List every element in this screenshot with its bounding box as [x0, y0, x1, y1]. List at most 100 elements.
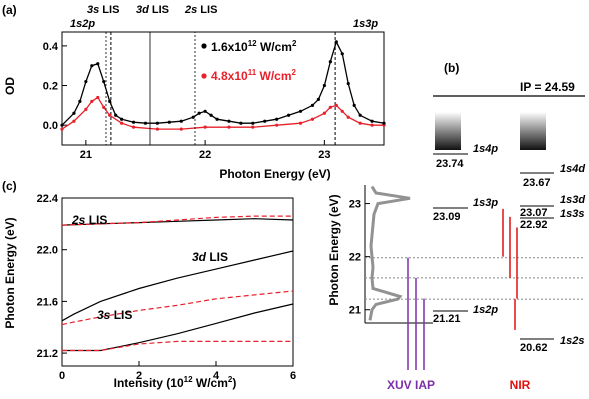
panel-c-ytick-label: 21.6 — [37, 296, 58, 308]
series-point — [346, 115, 350, 119]
series-point — [298, 121, 303, 125]
curve-label-3s: 3s LIS — [97, 308, 132, 322]
level-value-1s4p: 23.74 — [436, 158, 464, 170]
panel-c-xtick-label: 6 — [290, 370, 296, 382]
level-value-1s2s: 20.62 — [520, 342, 548, 354]
shift-curve — [61, 250, 294, 322]
series-point — [215, 117, 219, 121]
level-state-1s3p: 1s3p — [473, 197, 498, 209]
shift-curve — [61, 215, 293, 226]
xuv-iap-label: XUV IAP — [387, 378, 435, 392]
panel-c-xtick-label: 2 — [136, 370, 142, 382]
series-point — [120, 117, 124, 121]
lis-box-3s — [105, 31, 151, 146]
series-point — [96, 95, 100, 100]
level-value-1s4d: 23.67 — [523, 177, 551, 189]
panel-c-ytick-label: 22.0 — [37, 245, 58, 257]
panel-a-label: (a) — [2, 3, 17, 17]
panel-c-ylabel: Photon Energy (eV) — [3, 217, 17, 328]
panel-c: (c) Photon Energy (eV) Intensity (1012 W… — [2, 179, 296, 390]
panel-a-ylabel: OD — [3, 77, 17, 95]
series-point — [251, 121, 255, 125]
panel-c-frame — [61, 197, 294, 367]
series-point — [203, 125, 207, 129]
series-point — [96, 62, 100, 66]
series-point — [298, 109, 303, 113]
series-point — [227, 119, 231, 123]
level-value-1s3s: 22.92 — [520, 219, 548, 231]
series-point — [108, 113, 112, 117]
series-point — [227, 125, 231, 129]
series-point — [334, 40, 338, 44]
series-point — [191, 115, 195, 119]
series-point — [114, 113, 118, 117]
series-point — [203, 109, 207, 113]
series-point — [370, 123, 374, 127]
series-point — [275, 117, 279, 121]
panel-a-plot-area: 21 22 23 0.0 0.2 0.4 — [43, 31, 386, 161]
series-point — [72, 119, 76, 123]
panel-b-ytick-label: 22 — [349, 252, 361, 264]
panel-c-label: (c) — [2, 179, 17, 193]
series-point — [275, 123, 279, 127]
series-point — [78, 99, 82, 103]
series-point — [382, 121, 386, 125]
panel-a-xtick-label: 21 — [80, 149, 92, 161]
panel-a: (a) OD Photon Energy (eV) 21 22 23 0.0 0.2 0.… — [2, 3, 386, 181]
series-point — [90, 99, 94, 103]
series-point — [334, 103, 338, 107]
series-point — [263, 119, 267, 123]
lis-box-2s — [149, 31, 196, 146]
series-point — [358, 113, 362, 117]
panel-a-xtick-label: 22 — [199, 149, 211, 161]
series-point — [131, 125, 136, 129]
series-point — [322, 111, 326, 115]
panel-b-ytick-label: 21 — [349, 305, 361, 317]
curve-label-3d: 3d LIS — [192, 250, 228, 264]
peak-label-1s2p: 1s2p — [70, 18, 95, 30]
panel-c-xlabel: Intensity (1012 W/cm2) — [114, 375, 237, 390]
shift-curve — [62, 303, 294, 352]
series-point — [179, 127, 183, 131]
series-point — [322, 83, 326, 88]
legend-marker-black — [201, 43, 207, 49]
level-value-1s3p: 23.09 — [433, 211, 461, 223]
series-point — [131, 120, 136, 124]
series-point — [84, 79, 88, 84]
series-point — [102, 105, 106, 109]
legend-marker-red — [201, 73, 207, 79]
shift-curve — [61, 218, 294, 226]
panel-c-plot-area: 0 2 4 6 21.2 21.6 22.0 22.4 — [37, 193, 296, 382]
series-point — [340, 52, 344, 56]
panel-c-ytick-label: 21.2 — [37, 348, 58, 360]
panel-a-xlabel: Photon Energy (eV) — [219, 167, 330, 181]
series-point — [328, 60, 332, 64]
panel-a-ytick-label: 0.0 — [43, 120, 58, 132]
series-point — [358, 121, 362, 125]
panel-b: (b) IP = 24.59 23.74 1s4p 23.67 1s4d Pho… — [327, 61, 585, 392]
lis-label-3d: 3d LIS — [136, 4, 169, 16]
series-point — [352, 103, 356, 107]
series-point — [108, 99, 112, 103]
series-line — [61, 40, 385, 126]
series-point — [239, 121, 243, 125]
panel-a-ytick-label: 0.4 — [43, 41, 59, 53]
series-point — [102, 79, 106, 84]
series-point — [197, 111, 201, 115]
series-point — [167, 120, 171, 124]
level-value-1s3d: 23.07 — [520, 207, 548, 219]
peak-label-1s3p: 1s3p — [353, 18, 378, 30]
lis-label-2s: 2s LIS — [184, 4, 217, 16]
panel-b-label: (b) — [444, 61, 459, 75]
series-point — [310, 103, 315, 107]
absorption-trace — [368, 185, 411, 321]
series-point — [90, 64, 94, 68]
series-point — [179, 119, 183, 123]
level-state-1s2s: 1s2s — [560, 335, 584, 347]
series-point — [286, 113, 291, 117]
curve-label-2s: 2s LIS — [71, 213, 107, 227]
series-point — [346, 81, 350, 86]
series-point — [251, 125, 255, 129]
series-point — [120, 121, 124, 125]
